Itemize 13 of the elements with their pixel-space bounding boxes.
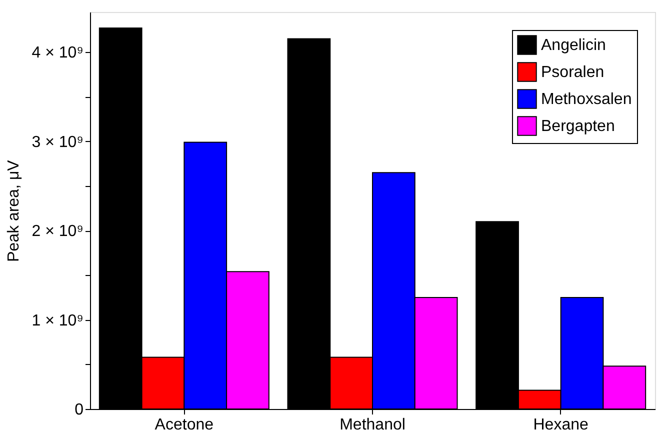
y-tick-label: 3 × 10⁹	[32, 134, 84, 151]
y-tick-label: 2 × 10⁹	[32, 223, 84, 240]
x-tick-label: Hexane	[533, 416, 589, 434]
x-tick-label: Acetone	[154, 416, 214, 434]
legend-label: Bergapten	[541, 118, 615, 135]
x-tick-label: Methanol	[340, 416, 406, 434]
y-tick-label: 4 × 10⁹	[32, 44, 84, 62]
legend-label: Methoxsalen	[541, 91, 632, 108]
y-tick-label: 1 × 10⁹	[32, 312, 84, 330]
legend-label: Psoralen	[541, 64, 604, 81]
legend-label: Angelicin	[541, 37, 606, 54]
y-tick-label: 0	[74, 402, 84, 418]
y-axis-title: Peak area, μV	[6, 160, 23, 262]
